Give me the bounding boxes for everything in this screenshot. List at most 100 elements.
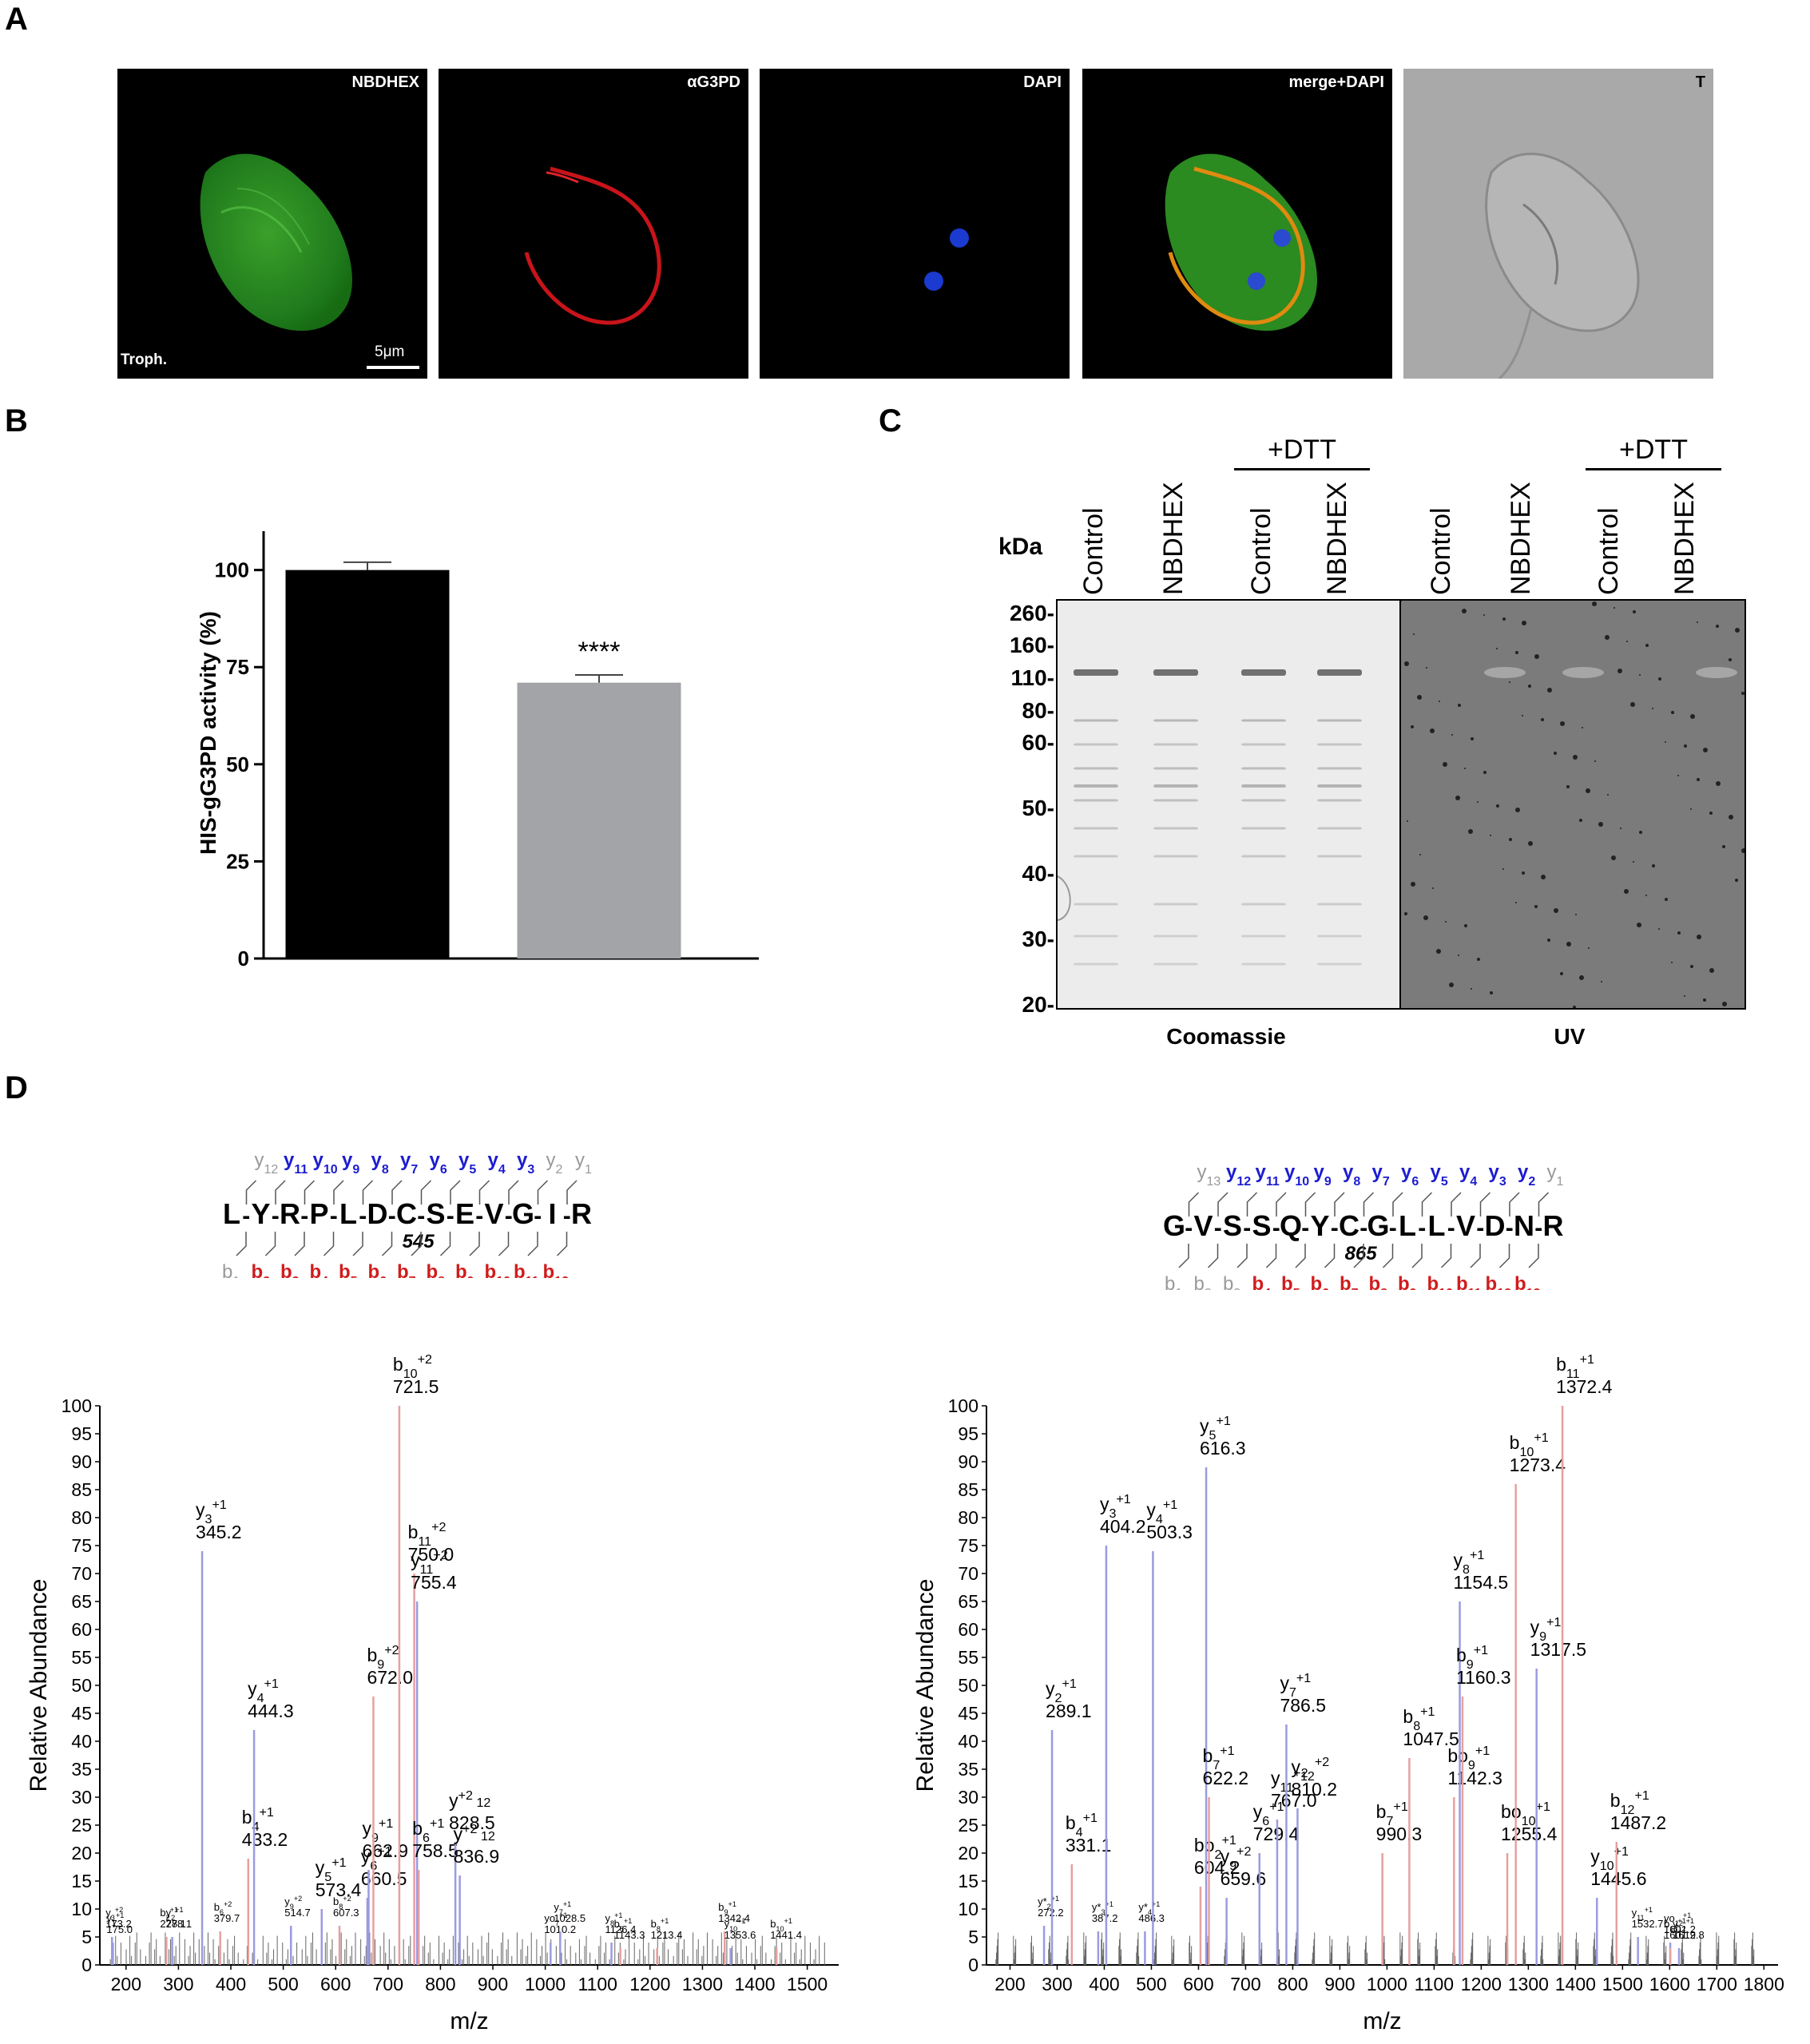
- uv-speck: [1560, 721, 1565, 726]
- uv-speck: [1560, 972, 1563, 975]
- peak-ion-label: y9+1: [362, 1816, 393, 1845]
- marker-label: 260-: [1009, 601, 1054, 625]
- residue-dash: -: [563, 1203, 571, 1229]
- peak-ion-label: b7+1: [1203, 1744, 1235, 1772]
- uv-speck: [1611, 855, 1616, 860]
- y-ion-label: y8: [371, 1150, 389, 1177]
- residue-dash: -: [475, 1203, 483, 1229]
- peak-ion-label: y8+1: [605, 1911, 623, 1927]
- peak-ion-label: y2+1: [166, 1906, 184, 1922]
- uv-speck: [1624, 889, 1629, 894]
- spectrum-xtick-label: 1500: [787, 1974, 828, 1994]
- marker-label: 40-: [1022, 861, 1054, 886]
- peak-mz-label: 1353.6: [724, 1929, 756, 1941]
- chart-b-ytick-label: 0: [238, 947, 249, 970]
- b-ion-bracket: [1178, 1244, 1189, 1268]
- uv-speck: [1735, 879, 1738, 882]
- gel-band: [1317, 669, 1362, 676]
- panel-label-c: C: [879, 403, 902, 439]
- gel-band: [1153, 799, 1198, 802]
- b-ion-label: b5: [339, 1261, 358, 1278]
- gel-band: [1074, 935, 1118, 938]
- y-ion-label: y9: [1314, 1162, 1332, 1189]
- residue-dash: -: [330, 1203, 338, 1229]
- peak-mz-label: 503.3: [1146, 1522, 1193, 1542]
- uv-speck: [1690, 808, 1692, 810]
- peak-ion-label: y*2+1: [1038, 1895, 1059, 1911]
- residue-dash: -: [1272, 1215, 1280, 1241]
- peak-ion-label: y1+1: [106, 1911, 124, 1927]
- residue: G: [512, 1197, 534, 1230]
- image-label-t: T: [1695, 73, 1705, 91]
- uv-speck: [1697, 778, 1700, 781]
- gel-band: [1074, 767, 1118, 770]
- y-ion-label: y7: [400, 1150, 418, 1177]
- spectrum-xtick-label: 200: [111, 1974, 141, 1994]
- y-ion-label: y5: [458, 1150, 476, 1177]
- spectrum-xtick-label: 500: [268, 1974, 298, 1994]
- peak-ion-label: y8+1: [1454, 1548, 1485, 1577]
- residue: R: [1543, 1209, 1564, 1242]
- b-ion-bracket: [323, 1232, 335, 1256]
- uv-speck: [1458, 955, 1459, 956]
- residue: D: [367, 1197, 388, 1230]
- peak-ion-label: b4+1: [1066, 1811, 1098, 1840]
- b-ion-label: b4: [1252, 1273, 1272, 1290]
- residue: N: [1514, 1209, 1534, 1242]
- peak-ion-label: y6+1: [1253, 1800, 1284, 1828]
- spectrum-xtick-label: 900: [478, 1974, 508, 1994]
- peak-mz-label: 514.7: [284, 1907, 311, 1919]
- peak-ion-label: y11+1: [1632, 1906, 1653, 1922]
- peak-mz-label: 1487.2: [1610, 1812, 1666, 1833]
- uv-speck: [1722, 845, 1725, 848]
- residue-dash: -: [300, 1203, 308, 1229]
- spectrum-xtick-label: 1600: [1649, 1974, 1690, 1994]
- spectrum-ytick-label: 50: [958, 1675, 978, 1696]
- uv-speck: [1697, 935, 1701, 939]
- spectrum-ytick-label: 70: [71, 1563, 92, 1584]
- image-label-merge: merge+DAPI: [1288, 73, 1385, 91]
- peak-ion-label: y10+1: [1590, 1844, 1629, 1873]
- gel-band: [1241, 767, 1286, 770]
- gel-label-coomassie: Coomassie: [1166, 1024, 1286, 1049]
- b-ion-bracket: [1207, 1244, 1219, 1268]
- image-label-nbdhex: NBDHEX: [351, 73, 419, 91]
- b-ion-bracket: [469, 1232, 480, 1256]
- spectrum-ylabel: Relative Abundance: [912, 1579, 939, 1792]
- spectrum-ytick-label: 10: [71, 1899, 92, 1919]
- uv-speck: [1430, 728, 1435, 733]
- residue-dash: -: [359, 1203, 367, 1229]
- uv-speck: [1541, 718, 1544, 721]
- uv-speck: [1534, 654, 1539, 659]
- uv-speck: [1592, 601, 1597, 606]
- b-ion-bracket: [1353, 1244, 1364, 1268]
- peak-ion-label: b8+1: [651, 1917, 669, 1933]
- uv-speck: [1729, 815, 1733, 820]
- peptide-sequence-right: G - V - S - S - Q - Y - C - G - L - L - V - D - N - R 865 y13 y12 y11 y…: [1150, 1161, 1614, 1300]
- y-ion-bracket: [1421, 1192, 1433, 1216]
- uv-speck: [1528, 685, 1531, 688]
- uv-speck: [1573, 1006, 1576, 1008]
- y-ion-label: y6: [430, 1150, 447, 1177]
- b-ion-label: b10: [1427, 1273, 1454, 1290]
- peak-ion-label: y11+2: [411, 1548, 448, 1577]
- residue: C: [1339, 1209, 1359, 1242]
- peak-mz-label: 1126.4: [605, 1923, 637, 1935]
- b-ion-label: b4: [310, 1261, 329, 1278]
- spectrum-ytick-label: 55: [958, 1647, 978, 1668]
- residue: Y: [1310, 1209, 1329, 1242]
- uv-speck: [1579, 975, 1584, 980]
- spectrum-ytick-label: 30: [71, 1787, 92, 1808]
- spectrum-xtick-label: 900: [1324, 1974, 1355, 1994]
- residue: L: [339, 1197, 357, 1230]
- y-ion-bracket: [1246, 1192, 1258, 1216]
- peak-ion-label: y3+1: [196, 1498, 227, 1526]
- uv-speck: [1645, 895, 1647, 896]
- y-ion-label: y5: [1431, 1162, 1448, 1189]
- residue-dash: -: [242, 1203, 250, 1229]
- micrograph-nbdhex: NBDHEX Troph. 5μm: [117, 69, 427, 379]
- uv-speck: [1575, 914, 1577, 915]
- peak-ion-label: b10+1: [1510, 1431, 1549, 1459]
- uv-speck: [1496, 648, 1498, 649]
- activity-bar-chart-svg: HIS-gG3PD activity (%) 0 25 50 75 100 Control…: [196, 531, 759, 995]
